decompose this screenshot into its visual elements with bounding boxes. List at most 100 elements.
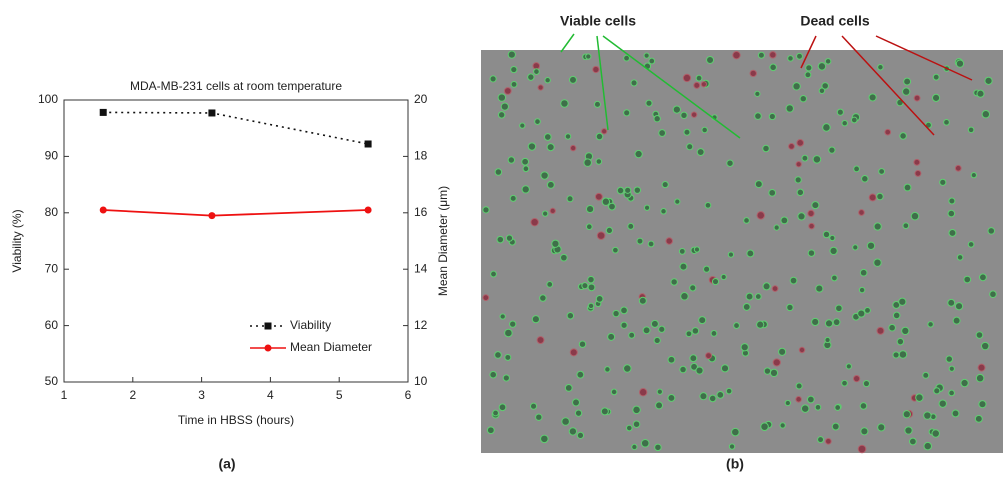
cell xyxy=(772,358,781,367)
cell xyxy=(727,251,735,258)
cell xyxy=(822,123,831,132)
cell xyxy=(698,316,707,325)
x-tick-label: 4 xyxy=(267,388,274,402)
cell xyxy=(685,330,693,338)
cell xyxy=(807,209,815,218)
cell xyxy=(742,302,751,311)
cell xyxy=(529,402,538,410)
cell xyxy=(731,427,740,437)
cell xyxy=(595,158,603,165)
cell xyxy=(502,374,510,382)
cell xyxy=(670,278,678,286)
cell xyxy=(902,87,911,96)
cell xyxy=(984,76,993,85)
cell xyxy=(811,201,820,210)
cell xyxy=(653,336,661,345)
cell xyxy=(653,115,661,123)
cell xyxy=(592,65,600,74)
y-tick-label: 90 xyxy=(45,149,59,163)
cell xyxy=(490,270,497,278)
y2-tick-label: 10 xyxy=(414,374,428,388)
cell xyxy=(521,157,530,166)
cell xyxy=(610,388,618,396)
cell xyxy=(888,323,896,332)
cell xyxy=(605,226,614,235)
marker xyxy=(364,206,372,214)
cell xyxy=(792,82,801,91)
cell xyxy=(923,411,932,420)
cell xyxy=(955,59,965,68)
cell xyxy=(780,216,789,225)
marker xyxy=(99,206,107,214)
cell xyxy=(932,73,940,81)
cell xyxy=(967,126,975,134)
cell xyxy=(898,350,908,359)
cell xyxy=(631,443,638,451)
cell xyxy=(551,239,560,248)
cell xyxy=(607,332,616,341)
cell xyxy=(587,302,595,310)
cell xyxy=(623,54,630,62)
cell xyxy=(496,235,505,244)
cell xyxy=(834,404,842,411)
cell xyxy=(693,246,701,253)
cell xyxy=(978,400,987,409)
cell xyxy=(868,193,877,202)
cell xyxy=(787,55,794,62)
cell xyxy=(743,217,750,224)
cell xyxy=(560,99,569,108)
cell xyxy=(866,241,876,250)
cell xyxy=(740,343,749,352)
cell xyxy=(892,351,900,359)
cell xyxy=(632,420,641,428)
x-tick-label: 3 xyxy=(198,388,205,402)
cell xyxy=(858,209,865,216)
cell xyxy=(814,403,822,411)
cell xyxy=(877,423,886,432)
cell xyxy=(948,228,957,237)
cell xyxy=(745,292,754,301)
cell xyxy=(627,222,635,230)
y-tick-label: 60 xyxy=(45,318,59,332)
cell xyxy=(861,175,869,183)
cell xyxy=(521,185,530,194)
cell xyxy=(828,146,836,154)
cell xyxy=(585,204,595,214)
cell xyxy=(549,207,556,215)
cell xyxy=(904,426,913,435)
panel-label: (b) xyxy=(726,456,744,472)
cell xyxy=(691,327,700,335)
cell xyxy=(903,77,912,86)
cell xyxy=(939,178,947,186)
cell xyxy=(922,371,930,379)
cell xyxy=(620,306,628,315)
cell xyxy=(989,290,997,299)
cell xyxy=(546,180,555,189)
cell xyxy=(913,158,921,166)
y2-tick-label: 16 xyxy=(414,205,428,219)
annotation: Dead cells xyxy=(800,13,869,29)
cell xyxy=(636,237,644,245)
cell xyxy=(632,405,641,415)
cell xyxy=(797,212,806,221)
cell xyxy=(947,209,956,218)
cell xyxy=(503,87,512,95)
cell xyxy=(531,315,540,324)
cell xyxy=(658,325,666,333)
cell xyxy=(540,434,549,444)
cell xyxy=(951,409,960,418)
cell xyxy=(756,211,766,220)
cell xyxy=(585,53,592,60)
cell xyxy=(798,346,806,354)
cell xyxy=(762,282,771,291)
cell xyxy=(519,122,526,129)
cell xyxy=(642,326,651,335)
legend-label: Viability xyxy=(290,318,331,332)
cell xyxy=(796,52,803,60)
cell xyxy=(945,355,954,363)
cell xyxy=(680,111,688,119)
cell xyxy=(537,84,544,91)
cell xyxy=(873,258,882,267)
cell xyxy=(510,65,518,74)
cell xyxy=(498,403,507,412)
